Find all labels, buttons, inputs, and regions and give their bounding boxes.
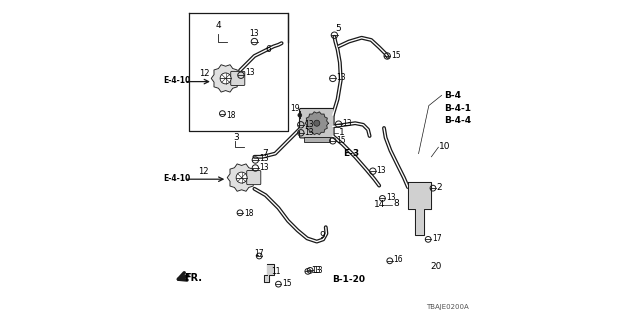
Circle shape [220, 73, 231, 84]
Text: 13: 13 [259, 154, 269, 163]
Text: 3: 3 [234, 133, 239, 142]
Polygon shape [211, 65, 240, 92]
FancyBboxPatch shape [247, 171, 261, 185]
Text: 13: 13 [387, 193, 396, 202]
Text: 19: 19 [291, 104, 300, 113]
Polygon shape [227, 164, 256, 191]
Text: B-1-20: B-1-20 [332, 275, 365, 284]
Text: TBAJE0200A: TBAJE0200A [426, 304, 468, 310]
FancyBboxPatch shape [231, 71, 244, 85]
Text: 13: 13 [305, 120, 314, 129]
Text: 13: 13 [245, 68, 255, 77]
Text: 2: 2 [437, 183, 442, 192]
Text: 6: 6 [266, 45, 271, 54]
Circle shape [236, 172, 247, 183]
Text: 16: 16 [394, 255, 403, 264]
Text: 13: 13 [305, 128, 314, 137]
Text: 7: 7 [262, 149, 268, 158]
Text: 13: 13 [337, 73, 346, 82]
Polygon shape [305, 112, 328, 134]
Circle shape [314, 120, 320, 126]
Text: 5: 5 [335, 24, 341, 33]
Text: 18: 18 [227, 111, 236, 120]
Text: 13: 13 [250, 29, 259, 38]
Text: 15: 15 [282, 279, 292, 288]
Text: 10: 10 [439, 142, 451, 151]
Text: 15: 15 [337, 136, 346, 145]
Polygon shape [408, 182, 431, 235]
Text: B-4-4: B-4-4 [444, 116, 471, 125]
Text: E-3: E-3 [344, 149, 360, 158]
Text: 14: 14 [374, 200, 385, 209]
Text: 13: 13 [342, 119, 352, 128]
Text: 18: 18 [244, 209, 253, 218]
Text: 17: 17 [432, 234, 442, 243]
Text: B-4: B-4 [444, 91, 461, 100]
FancyBboxPatch shape [300, 108, 334, 138]
Text: 9: 9 [319, 231, 324, 240]
Circle shape [298, 113, 302, 117]
Text: 11: 11 [271, 267, 280, 276]
Text: 8: 8 [394, 199, 399, 208]
Polygon shape [264, 264, 274, 282]
Bar [304, 137, 330, 142]
Text: 17: 17 [254, 249, 264, 258]
Text: 13: 13 [312, 266, 321, 275]
Text: 13: 13 [376, 166, 387, 175]
Text: 15: 15 [391, 51, 401, 60]
Text: 13: 13 [314, 266, 323, 275]
Text: 20: 20 [430, 262, 442, 271]
Text: E-4-10: E-4-10 [163, 76, 191, 85]
Text: 12: 12 [198, 167, 208, 176]
Text: E-4-10: E-4-10 [163, 174, 191, 183]
Text: 13: 13 [259, 163, 269, 172]
Text: 12: 12 [199, 69, 209, 78]
Text: 1: 1 [339, 128, 344, 137]
Text: FR.: FR. [184, 273, 202, 283]
Text: 4: 4 [216, 21, 221, 30]
Text: B-4-1: B-4-1 [444, 104, 471, 113]
